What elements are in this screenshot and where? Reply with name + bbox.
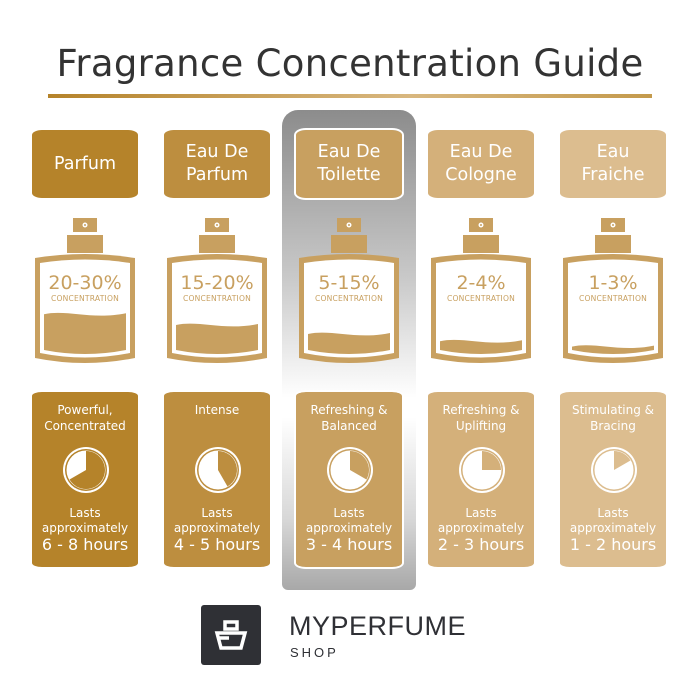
longevity-card: Powerful, Concentrated Lasts approximate… [32, 392, 138, 567]
liquid-level [440, 339, 522, 354]
bottle-icon [563, 218, 663, 363]
concentration-value: 1-3% [588, 272, 638, 294]
bottle-icon [35, 218, 135, 363]
concentration-label: CONCENTRATION [182, 294, 252, 303]
clock-dial-icon [591, 447, 637, 493]
clock-dial-icon [195, 447, 241, 493]
clock-dial-icon [459, 447, 505, 493]
concentration-value: 15-20% [180, 272, 254, 294]
longevity-card: Refreshing & Uplifting Lasts approximate… [428, 392, 534, 567]
concentration-label: CONCENTRATION [314, 294, 384, 303]
hours-value: 1 - 2 hours [569, 535, 657, 554]
brand-sub: SHOP [290, 645, 339, 660]
dial-elapsed-wedge [350, 451, 369, 480]
lasts-label: Lasts approximately [41, 506, 129, 535]
type-name: Eau De Parfum [185, 142, 249, 185]
concentration-value: 5-15% [318, 272, 380, 294]
type-header: Eau Fraiche [560, 130, 666, 198]
liquid-level [44, 312, 126, 354]
type-header: Eau De Cologne [428, 130, 534, 198]
description: Intense [194, 403, 240, 417]
type-header: Eau De Parfum [164, 130, 270, 198]
description: Powerful, Concentrated [44, 403, 126, 433]
type-name: Eau Fraiche [581, 142, 645, 185]
description: Refreshing & Balanced [310, 403, 388, 433]
hours-value: 6 - 8 hours [41, 535, 129, 554]
description: Stimulating & Bracing [571, 403, 655, 433]
dial-elapsed-wedge [614, 451, 631, 470]
concentration-label: CONCENTRATION [50, 294, 120, 303]
type-name: Parfum [54, 153, 116, 174]
hours-value: 3 - 4 hours [305, 535, 393, 554]
clock-dial-icon [63, 447, 109, 493]
liquid-level [572, 345, 654, 354]
type-name: Eau De Toilette [317, 142, 381, 185]
concentration-label: CONCENTRATION [446, 294, 516, 303]
lasts-label: Lasts approximately [569, 506, 657, 535]
bottle-icon [431, 218, 531, 363]
clock-dial-icon [327, 447, 373, 493]
type-name: Eau De Cologne [445, 142, 517, 185]
bottle-icon [167, 218, 267, 363]
longevity-card: Intense Lasts approximately 4 - 5 hours [164, 392, 270, 567]
bottle-icon [299, 218, 399, 363]
dial-elapsed-wedge [218, 451, 237, 487]
lasts-label: Lasts approximately [305, 506, 393, 535]
page-title: Fragrance Concentration Guide [56, 42, 644, 85]
concentration-label: CONCENTRATION [578, 294, 648, 303]
brand-name: MYPERFUME [289, 611, 467, 641]
type-header: Eau De Toilette [294, 128, 404, 200]
brand-logo-icon [201, 605, 261, 665]
dial-elapsed-wedge [69, 451, 105, 489]
liquid-level [176, 323, 258, 354]
hours-value: 4 - 5 hours [173, 535, 261, 554]
concentration-value: 2-4% [456, 272, 506, 294]
concentration-value: 20-30% [48, 272, 122, 294]
longevity-card: Refreshing & Balanced Lasts approximatel… [294, 390, 404, 569]
longevity-card: Stimulating & Bracing Lasts approximatel… [560, 392, 666, 567]
description: Refreshing & Uplifting [442, 403, 520, 433]
dial-elapsed-wedge [482, 451, 501, 470]
title-divider [48, 94, 652, 98]
liquid-level [308, 332, 390, 354]
lasts-label: Lasts approximately [173, 506, 261, 535]
hours-value: 2 - 3 hours [437, 535, 525, 554]
lasts-label: Lasts approximately [437, 506, 525, 535]
type-header: Parfum [32, 130, 138, 198]
